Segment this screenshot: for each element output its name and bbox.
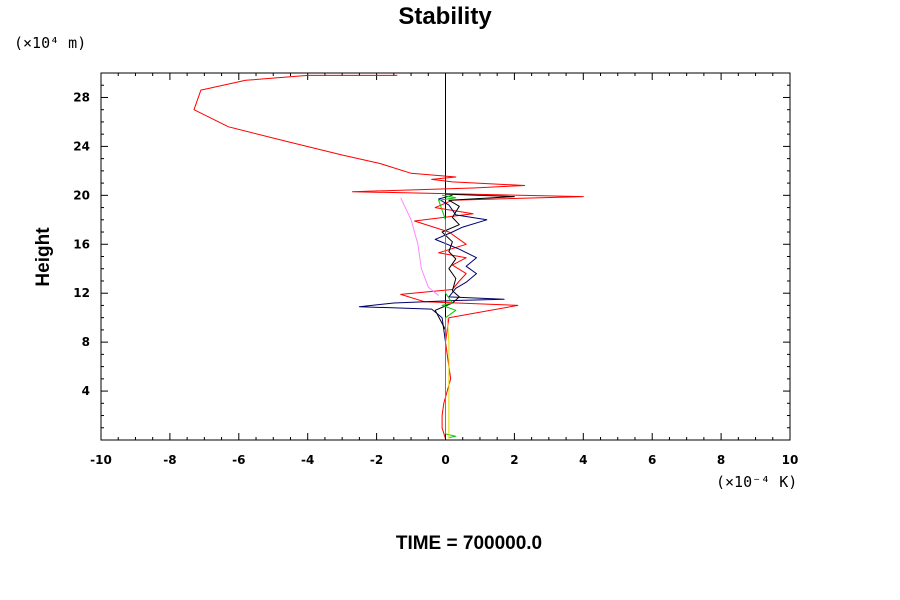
y-tick-label: 16 <box>73 237 90 251</box>
series-line-5 <box>438 194 457 439</box>
x-tick-label: -8 <box>163 453 176 467</box>
x-axis-unit: (×10⁻⁴ K) <box>716 473 797 491</box>
chart-title: Stability <box>398 3 492 30</box>
series-line-3 <box>434 193 515 439</box>
y-axis-label: Height <box>33 227 54 287</box>
series-line-4 <box>400 197 439 296</box>
y-tick-label: 12 <box>73 286 90 300</box>
series-lines <box>193 73 584 440</box>
y-tick-label: 8 <box>82 335 90 349</box>
series-line-1 <box>193 74 584 439</box>
x-tick-label: 8 <box>717 453 725 467</box>
x-tick-label: -10 <box>90 453 112 467</box>
y-tick-label: 4 <box>82 384 90 398</box>
y-tick-label: 28 <box>73 90 90 104</box>
x-tick-label: 2 <box>510 453 518 467</box>
x-tick-label: 10 <box>782 453 799 467</box>
y-axis-unit: (×10⁴ m) <box>14 34 86 52</box>
x-tick-label: 0 <box>441 453 449 467</box>
series-line-6 <box>446 317 450 439</box>
y-tick-label: 20 <box>73 188 90 202</box>
time-label: TIME = 700000.0 <box>396 533 542 554</box>
x-tick-label: 4 <box>579 453 587 467</box>
series-line-2 <box>358 194 505 439</box>
y-tick-label: 24 <box>73 139 90 153</box>
x-tick-label: 6 <box>648 453 656 467</box>
x-tick-label: -2 <box>370 453 383 467</box>
x-tick-label: -4 <box>301 453 314 467</box>
x-tick-label: -6 <box>232 453 245 467</box>
